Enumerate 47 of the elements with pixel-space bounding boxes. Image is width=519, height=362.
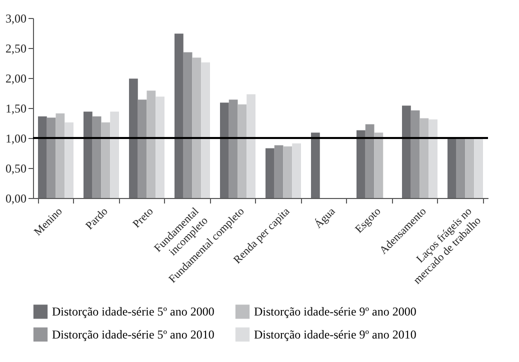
bar xyxy=(465,138,474,198)
y-tick-label: 3,00 xyxy=(6,12,26,26)
bar xyxy=(410,110,420,198)
bar xyxy=(311,132,320,198)
bar xyxy=(420,118,429,198)
bar xyxy=(129,78,138,198)
y-tick-label: 2,00 xyxy=(6,72,26,86)
bar xyxy=(365,124,374,198)
bar xyxy=(448,138,456,198)
y-tick-label: 1,50 xyxy=(6,102,26,116)
y-tick-label: 2,50 xyxy=(6,42,26,56)
legend-label: Distorção idade-série 9º ano 2000 xyxy=(254,304,416,319)
bar xyxy=(220,102,229,198)
y-tick-label: 0,50 xyxy=(6,162,26,176)
legend-label: Distorção idade-série 9º ano 2010 xyxy=(254,328,416,342)
bar xyxy=(84,112,92,198)
legend-label: Distorção idade-série 5º ano 2000 xyxy=(52,304,214,319)
bar xyxy=(402,106,411,198)
bar xyxy=(174,34,184,198)
bar xyxy=(101,122,110,198)
bar xyxy=(228,100,238,198)
bar xyxy=(428,119,438,198)
bar xyxy=(456,138,466,198)
bar xyxy=(246,94,256,198)
y-tick-label: 1,00 xyxy=(6,132,26,146)
bar xyxy=(283,146,292,198)
bar xyxy=(38,116,47,198)
bar xyxy=(46,118,56,198)
bar xyxy=(156,96,164,198)
bar xyxy=(192,58,202,198)
bar xyxy=(274,145,284,198)
y-tick-label: 0,00 xyxy=(6,192,26,206)
bar xyxy=(92,116,102,198)
bar xyxy=(356,130,366,198)
bar xyxy=(238,104,247,198)
bar xyxy=(201,62,210,198)
bar xyxy=(110,112,119,198)
bar xyxy=(56,113,65,198)
bar xyxy=(183,52,192,198)
legend-label: Distorção idade-série 5º ano 2010 xyxy=(52,328,214,342)
bar xyxy=(474,138,483,198)
bar xyxy=(64,122,74,198)
bar xyxy=(292,143,301,198)
bar xyxy=(146,90,156,198)
bar xyxy=(374,132,384,198)
bar xyxy=(138,100,147,198)
bar xyxy=(266,148,274,198)
